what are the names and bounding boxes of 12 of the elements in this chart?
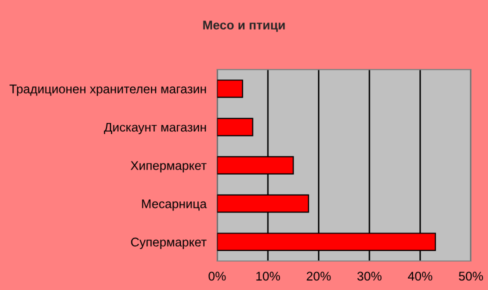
y-tick-label: Традиционен хранителен магазин <box>10 84 206 96</box>
x-tick-label: 10% <box>256 272 280 281</box>
y-tick-label: Хипермаркет <box>130 161 207 172</box>
x-tick-label: 30% <box>357 272 382 281</box>
x-tick-label: 0% <box>208 272 226 281</box>
y-tick-label: Дискаунт магазин <box>104 122 206 134</box>
x-tick-label: 50% <box>458 272 483 281</box>
chart-title: Месо и птици <box>203 20 285 32</box>
y-tick-label: Месарница <box>142 200 207 211</box>
y-tick-label: Супермаркет <box>131 238 207 249</box>
x-tick-label: 40% <box>408 272 432 281</box>
x-tick-label: 20% <box>306 272 331 281</box>
